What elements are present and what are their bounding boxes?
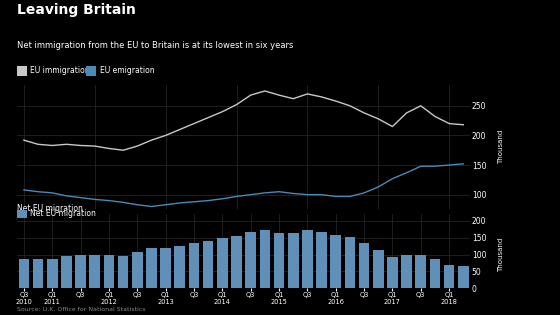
Bar xyxy=(18,259,29,288)
Bar xyxy=(387,257,398,288)
Bar xyxy=(330,235,341,288)
Bar xyxy=(245,232,256,288)
Bar xyxy=(104,255,114,288)
Bar xyxy=(444,265,455,288)
Bar xyxy=(160,248,171,288)
Bar xyxy=(359,243,370,288)
Bar xyxy=(416,255,426,288)
Bar xyxy=(61,256,72,288)
Text: Net EU migration: Net EU migration xyxy=(30,209,96,219)
Text: Net immigration from the EU to Britain is at its lowest in six years: Net immigration from the EU to Britain i… xyxy=(17,41,293,50)
Bar xyxy=(430,259,440,288)
Bar xyxy=(146,248,157,288)
Bar xyxy=(458,266,469,288)
Bar xyxy=(402,255,412,288)
Text: Source: U.K. Office for National Statistics: Source: U.K. Office for National Statist… xyxy=(17,307,145,312)
Bar xyxy=(189,243,199,288)
Bar xyxy=(302,230,312,288)
Bar xyxy=(274,233,284,288)
Bar xyxy=(132,252,143,288)
Bar xyxy=(344,237,355,288)
Bar xyxy=(231,236,242,288)
Bar xyxy=(90,255,100,288)
Bar xyxy=(217,238,228,288)
Text: EU emigration: EU emigration xyxy=(100,66,155,75)
Text: Thousand: Thousand xyxy=(498,129,504,163)
Text: Leaving Britain: Leaving Britain xyxy=(17,3,136,17)
Bar xyxy=(118,256,128,288)
Bar xyxy=(259,230,270,288)
Bar xyxy=(75,255,86,288)
Bar xyxy=(47,259,58,288)
Text: Thousand: Thousand xyxy=(498,238,504,272)
Bar xyxy=(32,259,43,288)
Bar xyxy=(373,249,384,288)
Text: Net EU migration: Net EU migration xyxy=(17,203,83,213)
Bar xyxy=(175,246,185,288)
Bar xyxy=(288,233,298,288)
Bar xyxy=(203,241,213,288)
Bar xyxy=(316,232,327,288)
Text: EU immigration: EU immigration xyxy=(30,66,90,75)
